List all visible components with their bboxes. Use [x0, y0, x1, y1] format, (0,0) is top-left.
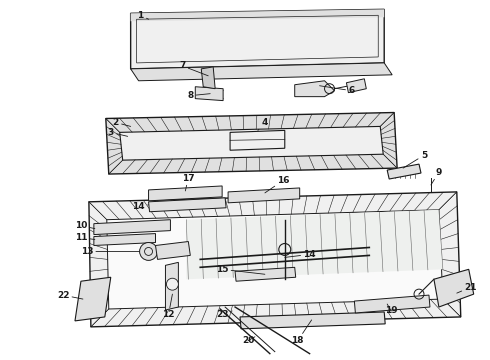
- Polygon shape: [294, 81, 335, 96]
- Text: 19: 19: [385, 304, 397, 315]
- Polygon shape: [186, 210, 443, 279]
- Polygon shape: [201, 67, 215, 89]
- Polygon shape: [120, 126, 383, 160]
- Text: 1: 1: [138, 11, 148, 20]
- Text: 5: 5: [403, 151, 427, 168]
- Text: 8: 8: [187, 91, 210, 100]
- Text: 21: 21: [457, 283, 477, 293]
- Text: 2: 2: [113, 118, 131, 127]
- Text: 6: 6: [319, 86, 355, 95]
- Polygon shape: [148, 186, 222, 201]
- Polygon shape: [434, 269, 474, 307]
- Text: 4: 4: [258, 118, 268, 130]
- Polygon shape: [354, 295, 430, 313]
- Circle shape: [140, 243, 157, 260]
- Polygon shape: [107, 210, 443, 309]
- Text: 18: 18: [292, 320, 312, 345]
- Polygon shape: [240, 312, 385, 329]
- Polygon shape: [131, 63, 392, 81]
- Text: 22: 22: [57, 291, 83, 300]
- Text: 3: 3: [108, 128, 128, 137]
- Polygon shape: [196, 87, 223, 100]
- Text: 11: 11: [74, 233, 95, 242]
- Polygon shape: [387, 164, 421, 179]
- Polygon shape: [228, 188, 300, 203]
- Polygon shape: [94, 220, 171, 235]
- Polygon shape: [131, 9, 384, 69]
- Polygon shape: [166, 262, 178, 310]
- Polygon shape: [148, 198, 226, 212]
- Text: 16: 16: [265, 176, 290, 193]
- Text: 9: 9: [431, 167, 442, 185]
- Text: 13: 13: [81, 247, 140, 256]
- Text: 17: 17: [182, 174, 195, 191]
- Text: 12: 12: [162, 294, 175, 319]
- Circle shape: [167, 278, 178, 290]
- Text: 10: 10: [75, 221, 95, 230]
- Polygon shape: [106, 113, 397, 174]
- Polygon shape: [89, 192, 461, 327]
- Polygon shape: [131, 9, 384, 21]
- Text: 15: 15: [216, 265, 265, 274]
- Text: 7: 7: [179, 62, 208, 76]
- Polygon shape: [75, 277, 111, 321]
- Polygon shape: [94, 234, 155, 246]
- Polygon shape: [155, 242, 190, 260]
- Text: 14: 14: [132, 202, 148, 211]
- Polygon shape: [235, 267, 295, 281]
- Text: 20: 20: [242, 336, 255, 345]
- Text: 14: 14: [285, 250, 316, 259]
- Text: 23: 23: [216, 310, 232, 319]
- Polygon shape: [346, 79, 367, 93]
